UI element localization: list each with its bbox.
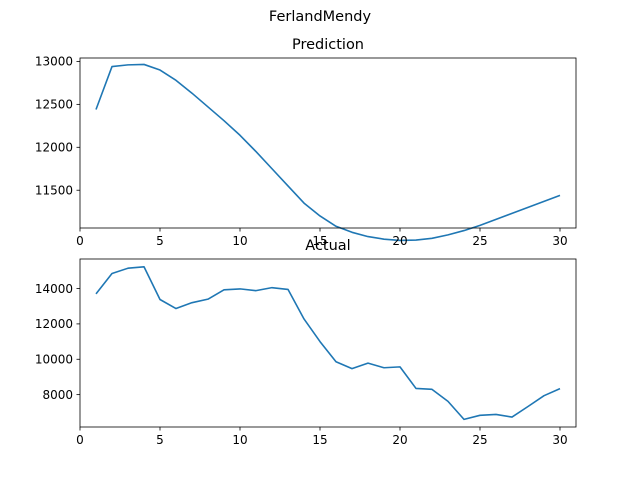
y-tick-label: 8000 — [42, 388, 73, 402]
y-tick-label: 13000 — [35, 55, 73, 69]
y-tick-label: 12000 — [35, 141, 73, 155]
subplot-prediction: Prediction 0 5 10 15 20 25 30 11500 12000 12500 130… — [35, 37, 577, 248]
series-line-0 — [95, 265, 561, 421]
x-tick-label: 30 — [552, 433, 567, 447]
y-tick-label: 14000 — [35, 282, 73, 296]
subplot-title: Actual — [305, 238, 350, 254]
y-tick-label: 10000 — [35, 353, 73, 367]
x-tick-label: 15 — [312, 234, 327, 248]
y-tick-label: 11500 — [35, 184, 73, 198]
series-line-0 — [95, 63, 561, 242]
figure-suptitle: FerlandMendy — [269, 9, 372, 25]
x-tick-label: 30 — [552, 234, 567, 248]
axes-frame — [79, 258, 577, 428]
subplot-actual: Actual 0 5 10 15 20 25 30 8000 10000 12000 14000 — [35, 238, 577, 447]
x-tick-label: 0 — [76, 234, 84, 248]
subplot-title: Prediction — [292, 37, 364, 53]
axes-frame — [79, 57, 577, 229]
x-tick-label: 5 — [156, 433, 164, 447]
y-tick-label: 12500 — [35, 98, 73, 112]
x-tick-label: 25 — [472, 433, 487, 447]
x-tick-label: 10 — [232, 234, 247, 248]
x-tick-label: 10 — [232, 433, 247, 447]
x-tick-label: 20 — [392, 234, 407, 248]
x-tick-label: 20 — [392, 433, 407, 447]
y-tick-label: 12000 — [35, 317, 73, 331]
x-tick-label: 5 — [156, 234, 164, 248]
x-tick-label: 25 — [472, 234, 487, 248]
x-tick-label: 15 — [312, 433, 327, 447]
x-tick-label: 0 — [76, 433, 84, 447]
